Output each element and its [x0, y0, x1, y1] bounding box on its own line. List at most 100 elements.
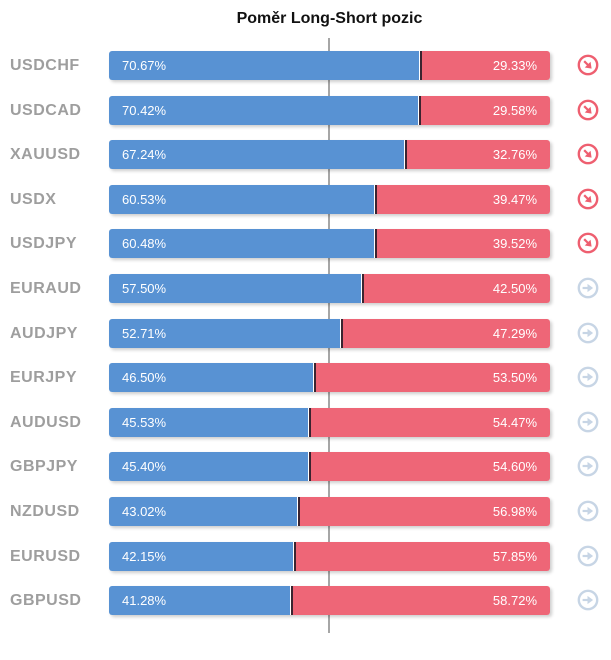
circle-arrow-down-right-icon[interactable]: [577, 232, 599, 254]
circle-arrow-down-right-icon[interactable]: [577, 99, 599, 121]
instrument-label: USDCHF: [10, 56, 80, 74]
short-percentage: 54.47%: [492, 415, 537, 430]
instrument-row: GBPJPY 45.40% 54.60%: [0, 452, 611, 481]
long-percentage: 46.50%: [122, 370, 167, 385]
short-percentage: 47.29%: [492, 326, 537, 341]
instrument-row: USDX 60.53% 39.47%: [0, 185, 611, 214]
short-bar-segment: 29.58%: [421, 96, 550, 125]
long-percentage: 70.42%: [122, 103, 167, 118]
bar-divider: [297, 497, 301, 526]
long-bar-segment: 41.28%: [109, 586, 290, 615]
long-bar-segment: 57.50%: [109, 274, 362, 303]
short-bar-segment: 29.33%: [422, 51, 550, 80]
instrument-label: EURUSD: [10, 547, 81, 565]
circle-arrow-right-icon[interactable]: [577, 500, 599, 522]
bar-divider: [312, 363, 316, 392]
long-percentage: 45.53%: [122, 415, 167, 430]
instrument-label: USDX: [10, 190, 57, 208]
long-bar-segment: 60.53%: [109, 185, 375, 214]
instrument-label: NZDUSD: [10, 502, 80, 520]
short-percentage: 53.50%: [492, 370, 537, 385]
long-bar-segment: 42.15%: [109, 542, 294, 571]
long-percentage: 52.71%: [122, 326, 167, 341]
ratio-bar: 45.53% 54.47%: [109, 408, 550, 437]
long-percentage: 60.53%: [122, 192, 167, 207]
circle-arrow-right-icon[interactable]: [577, 455, 599, 477]
long-bar-segment: 46.50%: [109, 363, 313, 392]
instrument-row: EURAUD 57.50% 42.50%: [0, 274, 611, 303]
bar-divider: [339, 319, 343, 348]
bar-divider: [307, 452, 311, 481]
short-percentage: 57.85%: [492, 549, 537, 564]
chart-title: Poměr Long-Short pozic: [236, 10, 423, 27]
bar-divider: [419, 51, 423, 80]
long-percentage: 41.28%: [122, 593, 167, 608]
short-bar-segment: 42.50%: [364, 274, 550, 303]
circle-arrow-right-icon[interactable]: [577, 411, 599, 433]
instrument-row: AUDUSD 45.53% 54.47%: [0, 408, 611, 437]
short-percentage: 29.33%: [492, 58, 537, 73]
circle-arrow-right-icon[interactable]: [577, 277, 599, 299]
instrument-label: AUDJPY: [10, 324, 78, 342]
instrument-label: USDCAD: [10, 101, 82, 119]
short-bar-segment: 54.47%: [311, 408, 550, 437]
long-bar-segment: 70.42%: [109, 96, 419, 125]
short-percentage: 39.47%: [492, 192, 537, 207]
ratio-bar: 60.53% 39.47%: [109, 185, 550, 214]
instrument-row: EURUSD 42.15% 57.85%: [0, 542, 611, 571]
short-bar-segment: 39.47%: [377, 185, 550, 214]
instrument-label: GBPJPY: [10, 457, 78, 475]
instrument-row: GBPUSD 41.28% 58.72%: [0, 586, 611, 615]
circle-arrow-right-icon[interactable]: [577, 322, 599, 344]
ratio-bar: 45.40% 54.60%: [109, 452, 550, 481]
ratio-bar: 70.67% 29.33%: [109, 51, 550, 80]
instrument-label: AUDUSD: [10, 413, 82, 431]
long-bar-segment: 43.02%: [109, 497, 298, 526]
circle-arrow-down-right-icon[interactable]: [577, 143, 599, 165]
bar-divider: [418, 96, 422, 125]
circle-arrow-down-right-icon[interactable]: [577, 54, 599, 76]
ratio-bar: 70.42% 29.58%: [109, 96, 550, 125]
short-bar-segment: 57.85%: [296, 542, 550, 571]
instrument-label: XAUUSD: [10, 145, 81, 163]
instrument-row: USDJPY 60.48% 39.52%: [0, 229, 611, 258]
ratio-bar: 52.71% 47.29%: [109, 319, 550, 348]
bar-divider: [374, 185, 378, 214]
instrument-row: AUDJPY 52.71% 47.29%: [0, 319, 611, 348]
long-percentage: 57.50%: [122, 281, 167, 296]
ratio-bar: 41.28% 58.72%: [109, 586, 550, 615]
long-bar-segment: 60.48%: [109, 229, 375, 258]
short-percentage: 39.52%: [492, 236, 537, 251]
short-percentage: 54.60%: [492, 459, 537, 474]
short-percentage: 32.76%: [492, 147, 537, 162]
ratio-bar: 57.50% 42.50%: [109, 274, 550, 303]
short-bar-segment: 54.60%: [310, 452, 550, 481]
short-bar-segment: 56.98%: [300, 497, 550, 526]
short-bar-segment: 53.50%: [315, 363, 550, 392]
ratio-bar: 43.02% 56.98%: [109, 497, 550, 526]
short-percentage: 56.98%: [492, 504, 537, 519]
bar-divider: [308, 408, 312, 437]
instrument-row: XAUUSD 67.24% 32.76%: [0, 140, 611, 169]
bar-divider: [404, 140, 408, 169]
circle-arrow-right-icon[interactable]: [577, 589, 599, 611]
ratio-bar: 42.15% 57.85%: [109, 542, 550, 571]
long-bar-segment: 45.40%: [109, 452, 308, 481]
long-bar-segment: 70.67%: [109, 51, 420, 80]
circle-arrow-down-right-icon[interactable]: [577, 188, 599, 210]
instrument-row: USDCAD 70.42% 29.58%: [0, 96, 611, 125]
circle-arrow-right-icon[interactable]: [577, 545, 599, 567]
short-bar-segment: 58.72%: [292, 586, 550, 615]
instrument-label: EURJPY: [10, 368, 78, 386]
circle-arrow-right-icon[interactable]: [577, 366, 599, 388]
ratio-bar: 46.50% 53.50%: [109, 363, 550, 392]
instrument-row: EURJPY 46.50% 53.50%: [0, 363, 611, 392]
long-percentage: 45.40%: [122, 459, 167, 474]
instrument-label: EURAUD: [10, 279, 82, 297]
bar-divider: [361, 274, 365, 303]
bar-divider: [374, 229, 378, 258]
short-bar-segment: 47.29%: [342, 319, 550, 348]
ratio-bar: 67.24% 32.76%: [109, 140, 550, 169]
